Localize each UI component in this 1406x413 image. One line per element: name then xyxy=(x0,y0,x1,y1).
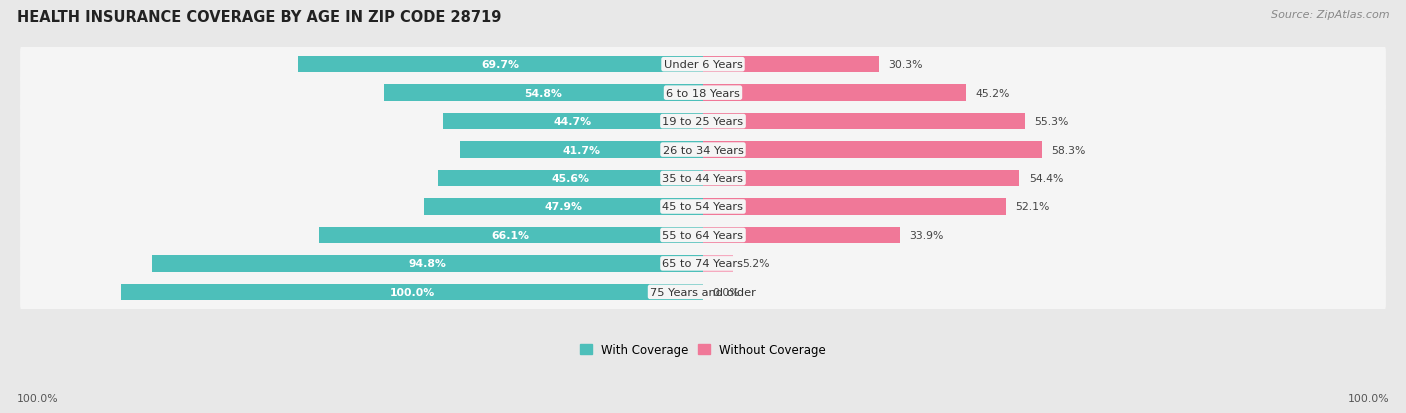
Text: 47.9%: 47.9% xyxy=(544,202,582,212)
Text: 94.8%: 94.8% xyxy=(408,259,446,269)
Text: 6 to 18 Years: 6 to 18 Years xyxy=(666,88,740,98)
Bar xyxy=(703,227,900,244)
Text: 65 to 74 Years: 65 to 74 Years xyxy=(662,259,744,269)
Bar xyxy=(437,170,703,187)
Text: 100.0%: 100.0% xyxy=(1347,393,1389,403)
FancyBboxPatch shape xyxy=(20,246,1386,281)
Text: Under 6 Years: Under 6 Years xyxy=(664,60,742,70)
Bar xyxy=(703,142,1042,159)
Text: 35 to 44 Years: 35 to 44 Years xyxy=(662,173,744,184)
Text: 0.0%: 0.0% xyxy=(713,287,740,297)
Text: 33.9%: 33.9% xyxy=(910,230,943,240)
Bar xyxy=(703,57,879,73)
Bar xyxy=(298,57,703,73)
Bar xyxy=(121,284,703,300)
Bar xyxy=(443,114,703,130)
Bar xyxy=(384,85,703,102)
Bar xyxy=(703,85,966,102)
Bar xyxy=(425,199,703,215)
FancyBboxPatch shape xyxy=(20,47,1386,83)
FancyBboxPatch shape xyxy=(20,190,1386,225)
Bar xyxy=(152,256,703,272)
FancyBboxPatch shape xyxy=(20,218,1386,253)
Text: 54.8%: 54.8% xyxy=(524,88,562,98)
Text: 58.3%: 58.3% xyxy=(1052,145,1085,155)
Bar xyxy=(319,227,703,244)
FancyBboxPatch shape xyxy=(20,104,1386,140)
Text: 66.1%: 66.1% xyxy=(492,230,530,240)
Text: 30.3%: 30.3% xyxy=(889,60,924,70)
Text: 45 to 54 Years: 45 to 54 Years xyxy=(662,202,744,212)
Text: 44.7%: 44.7% xyxy=(554,117,592,127)
Bar xyxy=(460,142,703,159)
FancyBboxPatch shape xyxy=(20,161,1386,196)
Text: 52.1%: 52.1% xyxy=(1015,202,1050,212)
Text: 54.4%: 54.4% xyxy=(1029,173,1063,184)
Text: 55.3%: 55.3% xyxy=(1033,117,1069,127)
Text: 100.0%: 100.0% xyxy=(389,287,434,297)
Text: 100.0%: 100.0% xyxy=(17,393,59,403)
Text: 55 to 64 Years: 55 to 64 Years xyxy=(662,230,744,240)
Text: 41.7%: 41.7% xyxy=(562,145,600,155)
FancyBboxPatch shape xyxy=(20,133,1386,168)
FancyBboxPatch shape xyxy=(20,275,1386,310)
Text: 45.6%: 45.6% xyxy=(551,173,589,184)
Text: 45.2%: 45.2% xyxy=(976,88,1010,98)
Text: HEALTH INSURANCE COVERAGE BY AGE IN ZIP CODE 28719: HEALTH INSURANCE COVERAGE BY AGE IN ZIP … xyxy=(17,10,502,25)
Legend: With Coverage, Without Coverage: With Coverage, Without Coverage xyxy=(575,338,831,361)
Text: 75 Years and older: 75 Years and older xyxy=(650,287,756,297)
Text: 26 to 34 Years: 26 to 34 Years xyxy=(662,145,744,155)
Text: 5.2%: 5.2% xyxy=(742,259,770,269)
Bar xyxy=(703,199,1007,215)
Text: 69.7%: 69.7% xyxy=(481,60,519,70)
Bar xyxy=(703,170,1019,187)
Bar xyxy=(703,114,1025,130)
Text: Source: ZipAtlas.com: Source: ZipAtlas.com xyxy=(1271,10,1389,20)
Bar xyxy=(703,256,734,272)
Text: 19 to 25 Years: 19 to 25 Years xyxy=(662,117,744,127)
FancyBboxPatch shape xyxy=(20,76,1386,111)
